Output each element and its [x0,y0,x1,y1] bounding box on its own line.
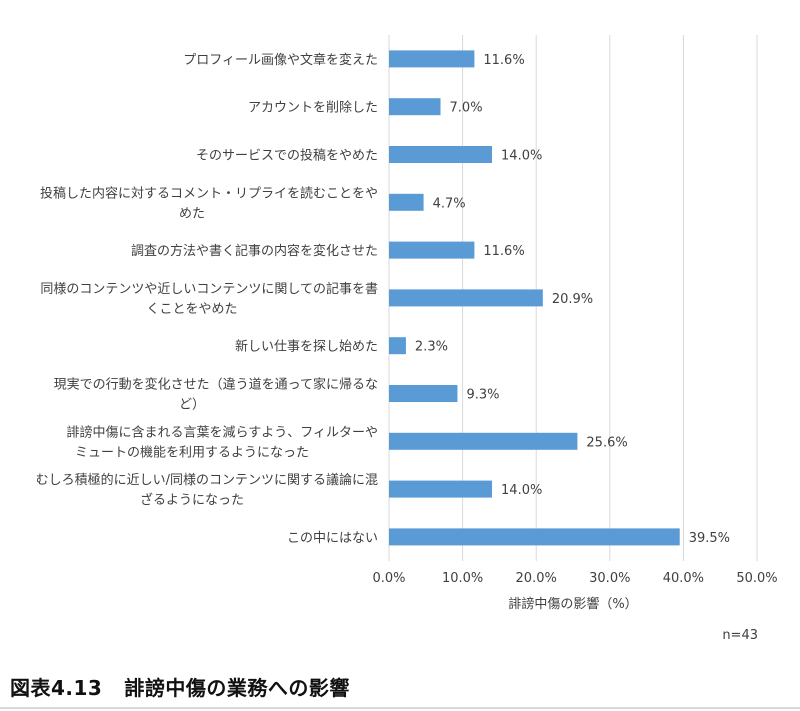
bar [389,432,578,450]
bar [389,98,441,116]
category-label: ざるようになった [140,492,244,508]
category-label: ミュートの機能を利用するようになった [75,445,309,460]
data-label: 20.9% [552,292,593,307]
bar [389,241,475,259]
x-axis-title: 誹謗中傷の影響（%） [508,596,637,612]
x-tick-label: 30.0% [589,571,630,586]
data-label: 39.5% [689,531,730,546]
data-label: 14.0% [501,149,542,164]
category-label: くことをやめた [146,302,237,317]
figure-caption: 図表4.13 誹謗中傷の業務への影響 [10,672,350,701]
figure-title: 誹謗中傷の業務への影響 [124,676,350,700]
x-tick-label: 0.0% [372,571,405,586]
caption-divider [0,707,800,709]
data-label: 2.3% [415,340,448,355]
category-label: むしろ積極的に近しい/同様のコンテンツに関する議論に混 [36,472,378,488]
x-tick-label: 10.0% [442,571,483,586]
bar [389,146,493,163]
category-label: アカウントを削除した [248,101,378,116]
category-label: ど） [179,398,205,413]
bar [389,337,406,355]
category-label: 投稿した内容に対するコメント・リプライを読むことをや [40,185,378,201]
bar [389,193,424,211]
data-label: 11.6% [483,53,524,68]
category-label: 同様のコンテンツや近しいコンテンツに関しての記事を書 [40,281,378,297]
data-label: 4.7% [433,196,466,211]
bar [389,480,493,498]
data-label: 11.6% [483,244,524,259]
category-label: 現実での行動を変化させた（違う道を通って家に帰るな [54,377,378,393]
bar [389,50,475,68]
bar [389,289,543,307]
sample-size-note: n=43 [722,628,758,643]
x-tick-label: 20.0% [516,571,557,586]
bar-chart: 0.0% 10.0% 20.0% 30.0% 40.0% 50.0% 11.6% プロフィール… [36,35,778,612]
category-label: 調査の方法や書く記事の内容を変化させた [131,243,378,259]
category-label: めた [179,206,205,221]
category-label: 誹謗中傷に含まれる言葉を減らすよう、フィルターや [67,424,378,440]
data-label: 7.0% [450,101,483,116]
data-label: 9.3% [466,388,499,403]
category-label: そのサービスでの投稿をやめた [196,148,378,164]
bar [389,385,458,402]
category-label: 新しい仕事を探し始めた [235,339,378,355]
bar [389,528,680,546]
data-label: 25.6% [586,435,627,450]
category-label: この中にはない [287,531,378,546]
x-tick-label: 40.0% [663,571,704,586]
x-tick-label: 50.0% [736,571,777,586]
category-label: プロフィール画像や文章を変えた [183,52,378,68]
figure-number: 図表4.13 [10,676,103,700]
data-label: 14.0% [501,483,542,498]
